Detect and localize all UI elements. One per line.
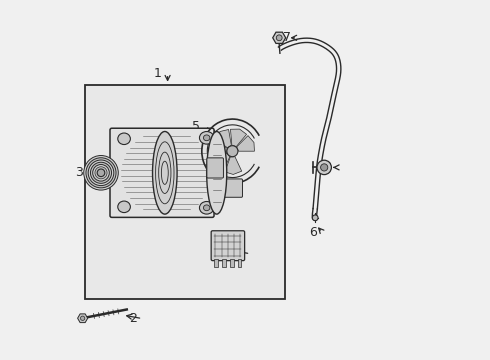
FancyBboxPatch shape bbox=[222, 179, 243, 197]
Bar bbox=[222, 259, 226, 267]
Circle shape bbox=[227, 146, 238, 157]
Bar bbox=[215, 259, 218, 267]
Text: 6: 6 bbox=[309, 226, 317, 239]
Bar bbox=[230, 259, 234, 267]
Circle shape bbox=[86, 158, 116, 188]
Text: 2: 2 bbox=[129, 312, 137, 325]
Ellipse shape bbox=[152, 131, 177, 214]
Ellipse shape bbox=[126, 129, 218, 216]
Text: 8: 8 bbox=[323, 161, 331, 174]
Polygon shape bbox=[214, 130, 231, 148]
Bar bbox=[238, 259, 242, 267]
Circle shape bbox=[276, 35, 282, 41]
Polygon shape bbox=[209, 140, 227, 157]
Polygon shape bbox=[225, 157, 242, 175]
Ellipse shape bbox=[203, 205, 210, 211]
Text: 1: 1 bbox=[154, 67, 162, 80]
Polygon shape bbox=[237, 136, 254, 151]
FancyBboxPatch shape bbox=[211, 231, 245, 261]
Circle shape bbox=[95, 167, 107, 179]
Circle shape bbox=[91, 162, 112, 183]
Ellipse shape bbox=[118, 133, 130, 144]
Circle shape bbox=[312, 215, 318, 221]
Polygon shape bbox=[230, 129, 246, 147]
Circle shape bbox=[93, 165, 109, 181]
Text: 3: 3 bbox=[75, 166, 83, 179]
Text: 5: 5 bbox=[192, 120, 199, 132]
Ellipse shape bbox=[199, 202, 214, 214]
Circle shape bbox=[97, 169, 105, 177]
Text: 7: 7 bbox=[283, 31, 292, 44]
FancyBboxPatch shape bbox=[110, 128, 214, 217]
FancyBboxPatch shape bbox=[207, 158, 223, 178]
Ellipse shape bbox=[199, 131, 214, 144]
Ellipse shape bbox=[203, 135, 210, 141]
Bar bbox=[85, 85, 285, 299]
Ellipse shape bbox=[118, 201, 130, 212]
Circle shape bbox=[84, 156, 118, 190]
Bar bbox=[85, 85, 285, 299]
Ellipse shape bbox=[207, 131, 227, 214]
Circle shape bbox=[320, 164, 328, 171]
Circle shape bbox=[88, 160, 114, 186]
Text: 4: 4 bbox=[237, 247, 245, 260]
Polygon shape bbox=[212, 153, 230, 171]
Circle shape bbox=[80, 316, 85, 320]
Circle shape bbox=[317, 160, 331, 175]
